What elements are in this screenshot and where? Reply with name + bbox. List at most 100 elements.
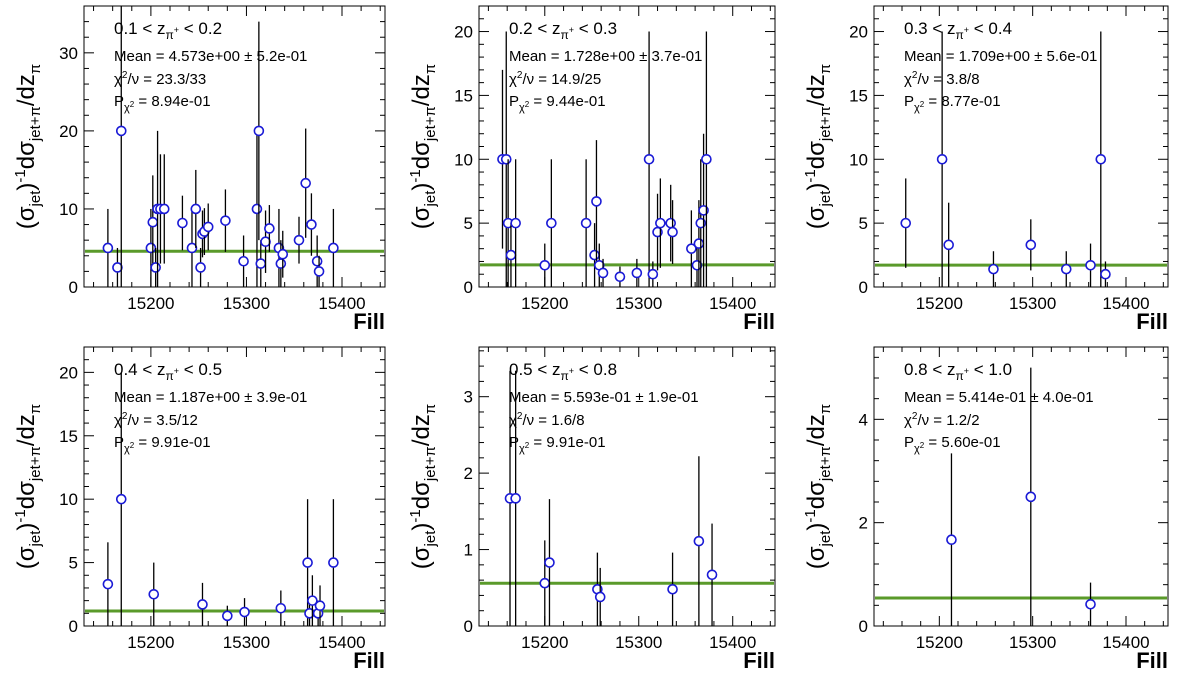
data-point: [186, 242, 198, 254]
data-point: [580, 217, 592, 229]
x-tick-label: 15400: [1102, 633, 1149, 652]
y-tick-label: 2: [859, 514, 868, 533]
y-tick-label: 5: [464, 214, 473, 233]
x-axis-title: Fill: [353, 309, 385, 334]
data-point: [150, 262, 161, 273]
data-point: [597, 267, 609, 279]
chi2-label: χ2/ν = 1.2/2: [904, 411, 980, 429]
data-point: [701, 153, 712, 165]
y-axis-title: (σjet)-1dσjet+π/dzπ: [802, 64, 834, 230]
x-tick-label: 15200: [127, 633, 174, 652]
data-point: [500, 153, 512, 165]
y-tick-label: 0: [859, 278, 868, 297]
data-point: [115, 493, 127, 505]
x-tick-label: 15200: [127, 294, 174, 313]
data-point: [1060, 263, 1072, 275]
data-point: [253, 125, 265, 137]
mean-label: Mean = 5.414e-01 ± 4.0e-01: [904, 389, 1094, 406]
data-point: [202, 221, 214, 233]
x-tick-label: 15400: [318, 294, 365, 313]
data-point: [148, 588, 160, 600]
x-tick-label: 15200: [521, 633, 568, 652]
data-point: [943, 239, 954, 251]
data-point: [693, 238, 705, 249]
y-axis-title: (σjet)-1dσjet+π/dzπ: [12, 404, 44, 570]
x-tick-label: 15300: [223, 294, 270, 313]
data-point: [190, 203, 202, 215]
y-tick-label: 0: [69, 617, 78, 636]
data-point: [255, 258, 267, 269]
data-point: [222, 610, 233, 622]
x-axis-title: Fill: [743, 648, 775, 673]
x-tick-label: 15200: [521, 294, 568, 313]
y-tick-label: 10: [849, 150, 868, 169]
mean-label: Mean = 1.728e+00 ± 3.7e-01: [509, 48, 702, 65]
data-point: [328, 557, 339, 568]
y-tick-label: 2: [464, 464, 473, 483]
probability-label: Pχ2 = 8.94e-01: [114, 93, 211, 114]
y-axis-title: (σjet)-1dσjet+π/dzπ: [802, 404, 834, 570]
data-point: [900, 217, 912, 229]
chi2-label: χ2/ν = 1.6/8: [509, 411, 585, 429]
y-tick-label: 0: [464, 617, 473, 636]
data-point: [307, 595, 318, 606]
x-tick-label: 15400: [709, 294, 756, 313]
data-point: [631, 267, 643, 279]
data-point: [102, 242, 114, 254]
z-range-label: 0.4 < zπ+ < 0.5: [114, 360, 222, 383]
data-point: [275, 258, 287, 269]
data-point: [591, 196, 602, 207]
y-tick-label: 0: [464, 278, 473, 297]
data-point: [936, 153, 948, 165]
data-point: [238, 255, 249, 267]
data-point: [1025, 239, 1037, 251]
probability-label: Pχ2 = 8.77e-01: [904, 93, 1001, 114]
x-tick-label: 15300: [223, 633, 270, 652]
x-tick-label: 15400: [318, 633, 365, 652]
y-axis-title: (σjet)-1dσjet+π/dzπ: [407, 404, 439, 570]
data-point: [300, 177, 311, 189]
z-range-label: 0.3 < zπ+ < 0.4: [904, 19, 1012, 42]
y-tick-label: 20: [59, 122, 78, 141]
x-tick-label: 15300: [1009, 294, 1056, 313]
y-tick-label: 5: [859, 214, 868, 233]
y-tick-label: 10: [59, 490, 78, 509]
data-point: [264, 223, 275, 234]
data-point: [693, 535, 705, 547]
y-axis-title: (σjet)-1dσjet+π/dzπ: [407, 64, 439, 230]
x-tick-label: 15300: [1009, 633, 1056, 652]
mean-label: Mean = 1.709e+00 ± 5.6e-01: [904, 48, 1097, 65]
data-point: [1025, 491, 1037, 503]
data-point: [546, 217, 557, 229]
data-point: [665, 217, 676, 229]
mean-label: Mean = 1.187e+00 ± 3.9e-01: [114, 389, 307, 406]
data-point: [251, 203, 263, 215]
data-point: [1085, 259, 1096, 271]
y-tick-label: 10: [59, 200, 78, 219]
data-point: [195, 262, 206, 273]
data-point: [239, 606, 250, 618]
probability-label: Pχ2 = 9.44e-01: [509, 93, 606, 114]
data-point: [158, 203, 170, 215]
chi2-label: χ2/ν = 23.3/33: [114, 70, 206, 88]
z-range-label: 0.1 < zπ+ < 0.2: [114, 19, 222, 42]
y-tick-label: 15: [849, 86, 868, 105]
chi2-label: χ2/ν = 14.9/25: [509, 70, 601, 88]
data-point: [946, 534, 957, 546]
y-tick-label: 4: [859, 410, 868, 429]
y-tick-label: 0: [859, 617, 868, 636]
x-tick-label: 15200: [916, 294, 963, 313]
data-point: [220, 215, 231, 226]
z-range-label: 0.5 < zπ+ < 0.8: [509, 360, 617, 383]
data-point: [313, 266, 325, 277]
data-point: [197, 599, 208, 610]
data-point: [145, 242, 157, 254]
x-axis-title: Fill: [743, 309, 775, 334]
data-point: [115, 125, 127, 137]
